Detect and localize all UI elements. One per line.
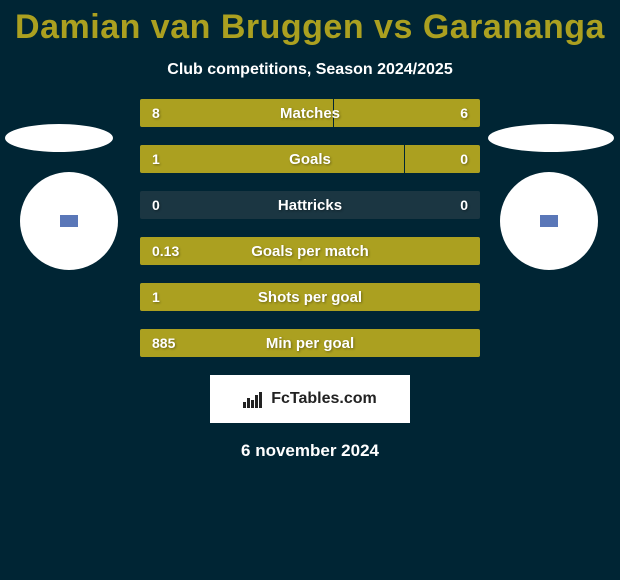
stat-row: 86Matches (140, 99, 480, 127)
stat-row: 885Min per goal (140, 329, 480, 357)
page-title: Damian van Bruggen vs Garananga (0, 0, 620, 47)
bar-right-fill (334, 99, 480, 127)
bar-left-fill (140, 99, 334, 127)
stat-row: 0 0Hattricks (140, 191, 480, 219)
bar-right-fill (405, 145, 480, 173)
bar-left-fill (140, 237, 480, 265)
stat-row: 1Shots per goal (140, 283, 480, 311)
bar-left-fill (140, 283, 480, 311)
bar-left-fill (140, 145, 405, 173)
page-date: 6 november 2024 (0, 441, 620, 461)
comparison-chart: 86Matches 10Goals 0 0Hattricks 0.13Goals per… (0, 99, 620, 357)
source-badge-text: FcTables.com (271, 390, 377, 408)
stat-left-value: 0 (152, 191, 160, 219)
stat-row: 10Goals (140, 145, 480, 173)
source-badge: FcTables.com (210, 375, 410, 423)
stat-row: 0.13Goals per match (140, 237, 480, 265)
chart-icon (243, 390, 265, 408)
stat-label: Hattricks (140, 191, 480, 219)
page-subtitle: Club competitions, Season 2024/2025 (0, 61, 620, 79)
bar-left-fill (140, 329, 480, 357)
stat-right-value: 0 (460, 191, 468, 219)
